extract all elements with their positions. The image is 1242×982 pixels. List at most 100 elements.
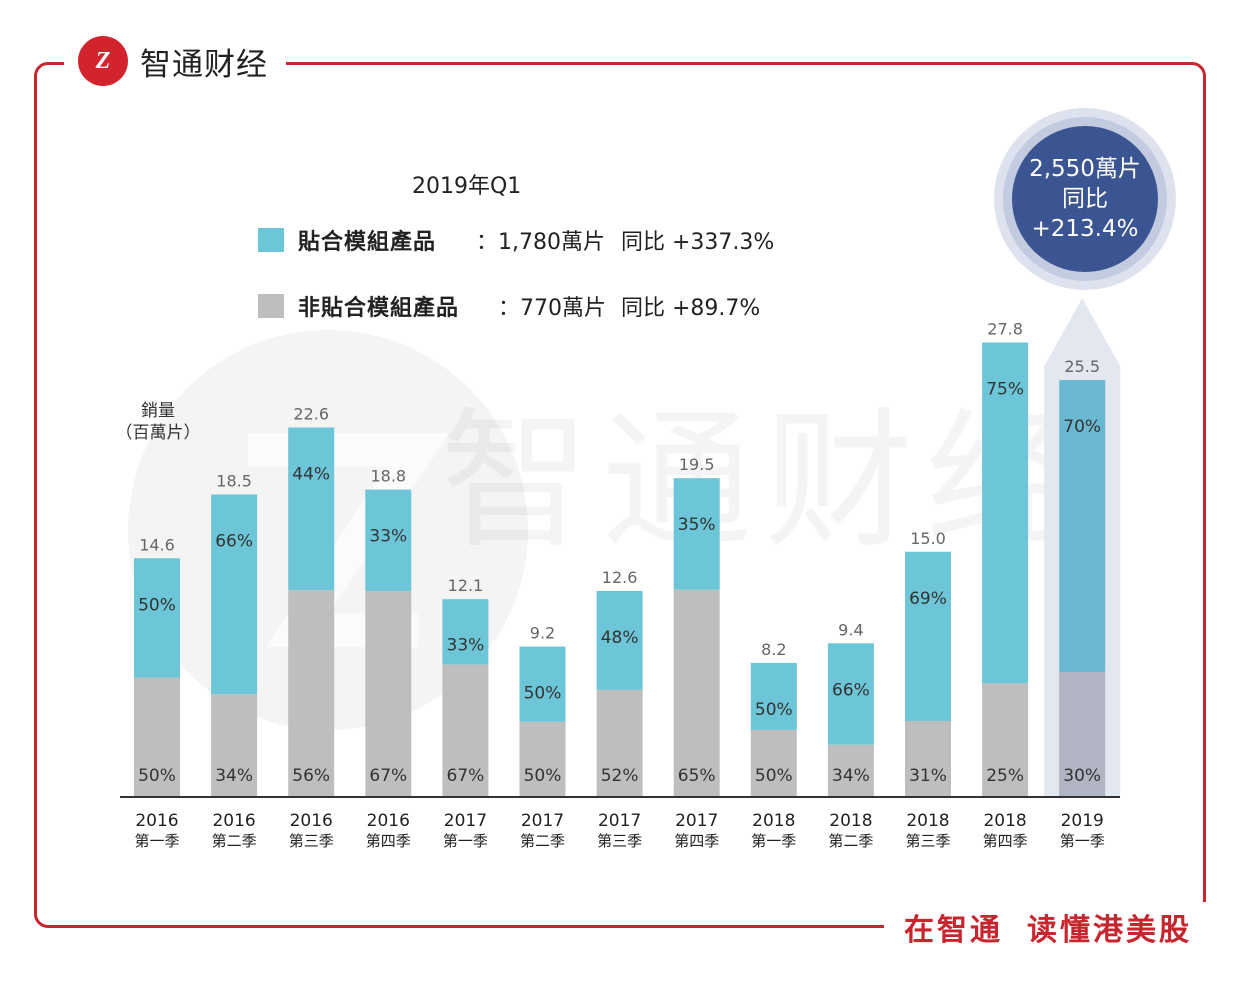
legend-title: 2019年Q1 — [412, 174, 522, 199]
bar-share-label-bonded: 50% — [524, 684, 562, 704]
bar-segment-bonded — [905, 551, 951, 721]
bar-share-label-nonbonded: 50% — [138, 766, 176, 786]
bar-segment-nonbonded — [442, 664, 489, 797]
x-tick-quarter: 第二季 — [520, 832, 565, 850]
legend-item-bonded: 貼合模組產品 ：1,780萬片 同比 +337.3% — [258, 224, 774, 256]
chart-frame — [34, 62, 1206, 928]
bar-segment-bonded — [827, 643, 874, 745]
bar-share-label-bonded: 44% — [292, 464, 330, 484]
bar-share-label-bonded: 50% — [138, 595, 176, 615]
bar-segment-nonbonded — [673, 589, 720, 797]
bar-segment-nonbonded — [288, 590, 335, 797]
bar-total-label: 22.6 — [293, 404, 329, 423]
x-tick-quarter: 第一季 — [1060, 832, 1105, 850]
x-tick-quarter: 第一季 — [443, 832, 488, 850]
bar-total-label: 19.5 — [679, 455, 715, 474]
bubble-yoy-label: 同比 — [1062, 186, 1108, 212]
bar-segment-nonbonded — [905, 720, 951, 797]
x-tick-year: 2017 — [521, 811, 564, 831]
bar-share-label-nonbonded: 34% — [215, 766, 253, 786]
bubble-yoy-value: +213.4% — [1031, 216, 1139, 242]
bar-total-label: 14.6 — [139, 535, 175, 554]
bar-segment-bonded — [211, 494, 258, 695]
bar-share-label-bonded: 48% — [601, 628, 639, 648]
x-tick-year: 2017 — [598, 811, 641, 831]
legend-yoy-bonded: 同比 +337.3% — [621, 230, 775, 255]
bar-total-label: 12.6 — [602, 568, 638, 587]
bar-share-label-nonbonded: 67% — [369, 766, 407, 786]
bar-share-label-bonded: 50% — [755, 700, 793, 720]
x-tick-quarter: 第四季 — [674, 832, 719, 850]
y-axis-label-line2: （百萬片） — [115, 423, 201, 443]
bar-share-label-bonded: 35% — [678, 515, 716, 535]
bar-total-label: 9.2 — [530, 624, 555, 643]
bar-total-label: 12.1 — [448, 576, 484, 595]
x-tick-year: 2016 — [212, 811, 255, 831]
bar-segment-bonded — [673, 478, 720, 590]
x-tick-quarter: 第四季 — [366, 832, 411, 850]
x-tick-year: 2016 — [367, 811, 410, 831]
brand-name: 智通财经 — [140, 46, 268, 83]
brand-header: Z 智通财经 — [64, 30, 286, 92]
bar-share-label-nonbonded: 52% — [601, 766, 639, 786]
x-tick-year: 2016 — [290, 811, 333, 831]
bar-total-label: 15.0 — [910, 529, 946, 548]
bar-segment-bonded — [596, 590, 643, 690]
bar-total-label: 9.4 — [838, 620, 863, 639]
bar-segment-bonded — [134, 558, 180, 678]
bar-segment-bonded — [519, 646, 566, 722]
bar-segment-bonded — [288, 427, 335, 591]
bubble-total: 2,550萬片 — [1029, 156, 1141, 182]
x-tick-quarter: 第三季 — [597, 832, 642, 850]
bar-share-label-nonbonded: 50% — [755, 766, 793, 786]
bar-segment-nonbonded — [1059, 671, 1106, 797]
bar-total-label: 25.5 — [1064, 357, 1100, 376]
x-tick-year: 2018 — [983, 811, 1026, 831]
bar-share-label-nonbonded: 34% — [832, 766, 870, 786]
bar-share-label-nonbonded: 31% — [909, 766, 947, 786]
bar-segment-nonbonded — [596, 689, 643, 797]
slogan-part2: 读懂港美股 — [1027, 913, 1192, 948]
x-tick-quarter: 第四季 — [983, 832, 1028, 850]
highlight-bubble: 2,550萬片 同比 +213.4% — [994, 108, 1176, 290]
legend-value-bonded: ：1,780萬片 — [476, 230, 605, 255]
legend-item-nonbonded: 非貼合模組產品 ：770萬片 同比 +89.7% — [258, 290, 760, 322]
bar-total-label: 27.8 — [987, 319, 1023, 338]
slogan-part1: 在智通 — [904, 913, 1003, 948]
bar-segment-nonbonded — [134, 677, 180, 797]
bar-share-label-nonbonded: 67% — [447, 766, 485, 786]
x-tick-year: 2016 — [135, 811, 178, 831]
bar-segment-nonbonded — [827, 744, 874, 797]
bar-share-label-bonded: 69% — [909, 589, 947, 609]
x-tick-year: 2018 — [906, 811, 949, 831]
x-tick-quarter: 第二季 — [212, 832, 257, 850]
bar-share-label-nonbonded: 50% — [524, 766, 562, 786]
bar-share-label-bonded: 66% — [832, 680, 870, 700]
x-tick-quarter: 第一季 — [134, 832, 179, 850]
bar-segment-nonbonded — [365, 591, 412, 797]
bar-share-label-bonded: 33% — [447, 635, 485, 655]
bar-segment-bonded — [750, 662, 797, 730]
legend-value-nonbonded: ：770萬片 — [498, 296, 606, 321]
bar-segment-nonbonded — [982, 683, 1029, 797]
bar-share-label-bonded: 33% — [369, 527, 407, 547]
bar-segment-bonded — [982, 342, 1029, 684]
bubble-inner: 2,550萬片 同比 +213.4% — [1012, 126, 1158, 272]
legend-name-nonbonded: 非貼合模組產品 — [298, 296, 460, 321]
bar-segment-nonbonded — [519, 721, 566, 797]
legend-yoy-nonbonded: 同比 +89.7% — [621, 296, 761, 321]
x-tick-quarter: 第三季 — [905, 832, 950, 850]
slogan: 在智通 读懂港美股 — [884, 902, 1206, 952]
x-tick-year: 2019 — [1061, 811, 1104, 831]
bar-total-label: 18.5 — [216, 472, 252, 491]
x-tick-year: 2018 — [829, 811, 872, 831]
legend-name-bonded: 貼合模組產品 — [298, 230, 437, 255]
bar-share-label-nonbonded: 65% — [678, 766, 716, 786]
x-tick-year: 2017 — [444, 811, 487, 831]
y-axis-label: 銷量 （百萬片） — [112, 400, 204, 444]
bubble-ring: 2,550萬片 同比 +213.4% — [1003, 117, 1167, 281]
x-tick-year: 2018 — [752, 811, 795, 831]
bar-segment-nonbonded — [750, 729, 797, 797]
x-tick-year: 2017 — [675, 811, 718, 831]
